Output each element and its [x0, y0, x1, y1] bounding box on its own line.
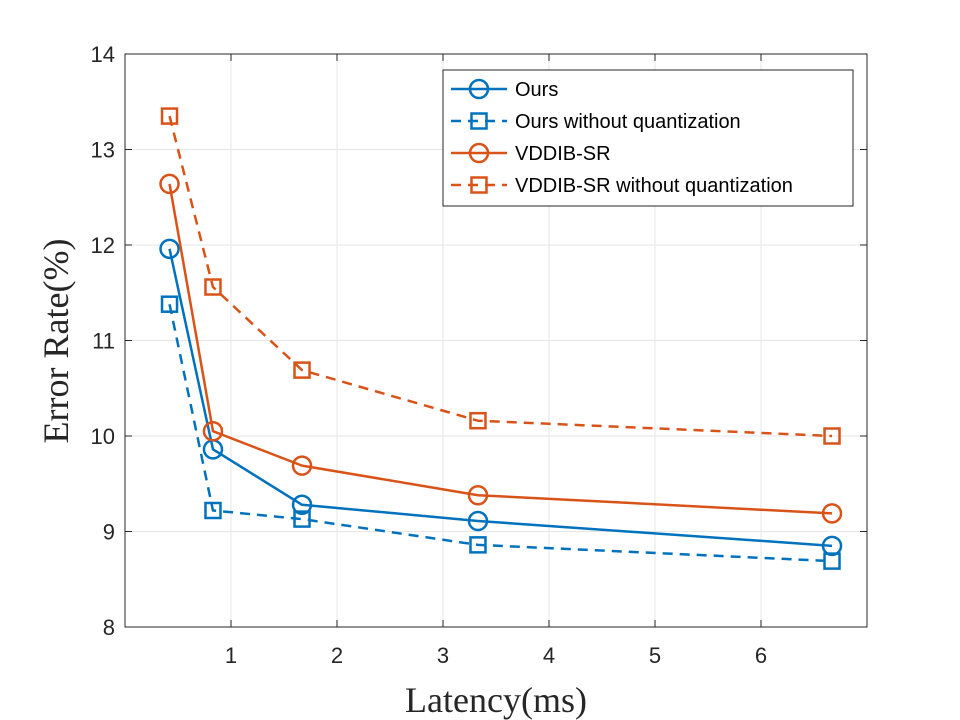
- series-2: [160, 295, 841, 570]
- series-line: [168, 115, 833, 438]
- x-tick-label: 4: [543, 643, 555, 668]
- data-point: [293, 361, 311, 379]
- legend-marker: [470, 176, 488, 194]
- y-axis-label: Error Rate(%): [36, 239, 76, 444]
- y-tick-label: 13: [91, 138, 115, 163]
- data-point: [293, 510, 311, 528]
- data-point: [821, 503, 843, 524]
- y-tick-label: 8: [103, 615, 115, 640]
- data-point: [823, 552, 841, 570]
- data-point: [469, 536, 487, 554]
- data-point: [160, 295, 179, 313]
- legend-item: VDDIB-SR without quantization: [451, 175, 793, 197]
- series-1: [159, 238, 843, 557]
- legend-marker: [468, 142, 490, 164]
- data-point: [159, 238, 180, 260]
- y-tick-label: 10: [91, 424, 115, 449]
- legend-marker: [470, 112, 488, 130]
- data-point: [291, 455, 313, 476]
- legend-label: Ours: [515, 79, 558, 101]
- legend-label: VDDIB-SR: [515, 143, 611, 165]
- legend-label: VDDIB-SR without quantization: [515, 175, 793, 197]
- data-point: [202, 420, 224, 442]
- x-tick-label: 3: [437, 643, 449, 668]
- data-point: [159, 173, 180, 195]
- data-point: [291, 494, 313, 516]
- legend-box: [442, 69, 854, 207]
- x-tick-label: 5: [649, 643, 661, 668]
- x-tick-label: 6: [755, 643, 767, 668]
- data-point: [469, 411, 487, 430]
- legend-item: Ours without quantization: [451, 111, 741, 133]
- legend-label: Ours without quantization: [515, 111, 741, 133]
- x-tick-label: 1: [225, 643, 237, 668]
- data-point: [467, 484, 489, 506]
- data-point: [160, 107, 179, 125]
- legend-item: VDDIB-SR: [451, 142, 611, 165]
- y-tick-label: 11: [92, 329, 115, 354]
- x-tick-label: 2: [331, 643, 343, 668]
- y-tick-label: 12: [91, 233, 115, 258]
- series-line: [168, 183, 833, 515]
- y-tick-label: 9: [103, 520, 115, 545]
- x-axis-label: Latency(ms): [405, 680, 587, 720]
- y-tick-label: 14: [91, 42, 115, 67]
- data-point: [467, 510, 489, 532]
- series-4: [160, 107, 841, 445]
- data-point: [204, 278, 222, 296]
- legend-item: Ours: [451, 78, 558, 101]
- series-line: [168, 303, 833, 563]
- series-layer: [159, 107, 843, 570]
- legend-marker: [468, 78, 490, 100]
- series-line: [168, 248, 833, 548]
- data-point: [823, 427, 841, 445]
- series-3: [159, 173, 843, 524]
- legend: Ours Ours without quantization VDDIB-SR VDD…: [442, 69, 854, 207]
- data-point: [204, 501, 222, 520]
